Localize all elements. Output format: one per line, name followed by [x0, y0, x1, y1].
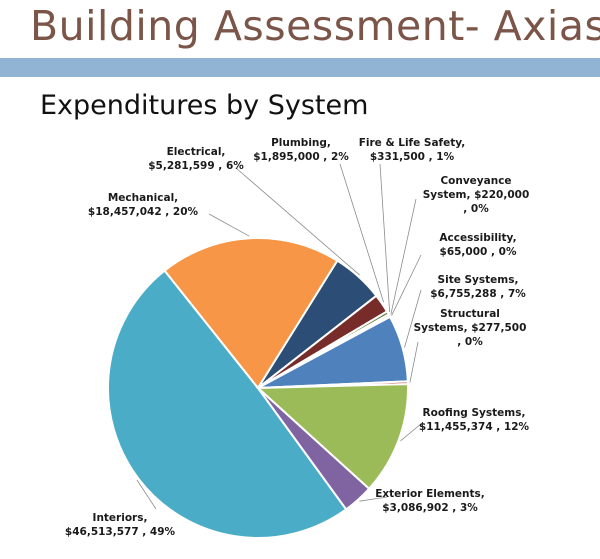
- leader-line-roofing-systems: [400, 422, 423, 442]
- slice-label-line: System, $220,000: [423, 189, 530, 201]
- leader-line-structural-systems: [409, 341, 419, 383]
- slice-label-plumbing: Plumbing, $1,895,000 , 2%: [253, 137, 349, 163]
- slice-label-line: Exterior Elements,: [375, 488, 485, 500]
- slice-label-line: Interiors,: [93, 512, 148, 524]
- slide-title: Building Assessment- Axias: [30, 2, 600, 50]
- chart-title: Expenditures by System: [40, 90, 369, 121]
- leader-line-electrical: [235, 167, 360, 276]
- slice-label-electrical: Electrical, $5,281,599 , 6%: [148, 146, 244, 172]
- leader-lines: [136, 163, 423, 510]
- slice-label-line: Roofing Systems,: [423, 407, 526, 419]
- slice-label-roofing-systems: Roofing Systems, $11,455,374 , 12%: [419, 407, 530, 433]
- slice-label-interiors: Interiors, $46,513,577 , 49%: [65, 512, 176, 538]
- slice-label-line: , 0%: [457, 336, 483, 348]
- slice-label-line: $5,281,599 , 6%: [148, 160, 244, 172]
- pie-slice-interiors: [107, 269, 348, 539]
- slice-label-line: Mechanical,: [108, 192, 178, 204]
- pie-slice-roofing-systems: [255, 383, 409, 491]
- slice-label-line: Structural: [440, 308, 500, 320]
- leader-line-accessibility: [391, 254, 422, 316]
- leader-line-site-systems: [404, 289, 422, 348]
- slice-label-line: $1,895,000 , 2%: [253, 151, 349, 163]
- slice-label-line: $65,000 , 0%: [440, 246, 517, 258]
- slice-label-line: Site Systems,: [438, 274, 519, 286]
- slice-label-line: $46,513,577 , 49%: [65, 526, 176, 538]
- leader-line-conveyance-system: [390, 198, 417, 315]
- slice-label-line: $331,500 , 1%: [370, 151, 455, 163]
- slice-label-conveyance-system: Conveyance System, $220,000 , 0%: [423, 175, 530, 215]
- slice-label-fire-life-safety: Fire & Life Safety, $331,500 , 1%: [359, 137, 466, 163]
- slice-label-line: $6,755,288 , 7%: [430, 288, 526, 300]
- slice-label-line: Accessibility,: [439, 232, 516, 244]
- slice-label-line: Conveyance: [440, 175, 511, 187]
- slice-label-line: Plumbing,: [271, 137, 331, 149]
- slice-label-line: , 0%: [463, 203, 489, 215]
- slice-label-line: Electrical,: [167, 146, 226, 158]
- pie-slice-exterior-elements: [257, 387, 371, 511]
- slice-label-line: $11,455,374 , 12%: [419, 421, 530, 433]
- slice-label-line: $3,086,902 , 3%: [382, 502, 478, 514]
- slice-labels: Interiors, $46,513,577 , 49% Mechanical, $1…: [65, 137, 530, 538]
- slice-label-exterior-elements: Exterior Elements, $3,086,902 , 3%: [375, 488, 485, 514]
- slice-label-structural-systems: Structural Systems, $277,500 , 0%: [414, 308, 527, 348]
- slice-label-site-systems: Site Systems, $6,755,288 , 7%: [430, 274, 526, 300]
- leader-line-interiors: [136, 479, 157, 510]
- slice-label-mechanical: Mechanical, $18,457,042 , 20%: [88, 192, 199, 218]
- leader-line-exterior-elements: [359, 496, 388, 502]
- leader-line-fire-life-safety: [379, 163, 390, 312]
- title-divider-bar: [0, 58, 600, 77]
- leader-line-plumbing: [339, 163, 384, 303]
- slice-label-line: $18,457,042 , 20%: [88, 206, 199, 218]
- pie-slice-mechanical: [163, 237, 339, 390]
- slice-label-line: Systems, $277,500: [414, 322, 527, 334]
- slice-label-line: Fire & Life Safety,: [359, 137, 466, 149]
- leader-line-mechanical: [208, 213, 250, 237]
- slice-label-accessibility: Accessibility, $65,000 , 0%: [439, 232, 517, 258]
- pie-slices: [107, 237, 409, 539]
